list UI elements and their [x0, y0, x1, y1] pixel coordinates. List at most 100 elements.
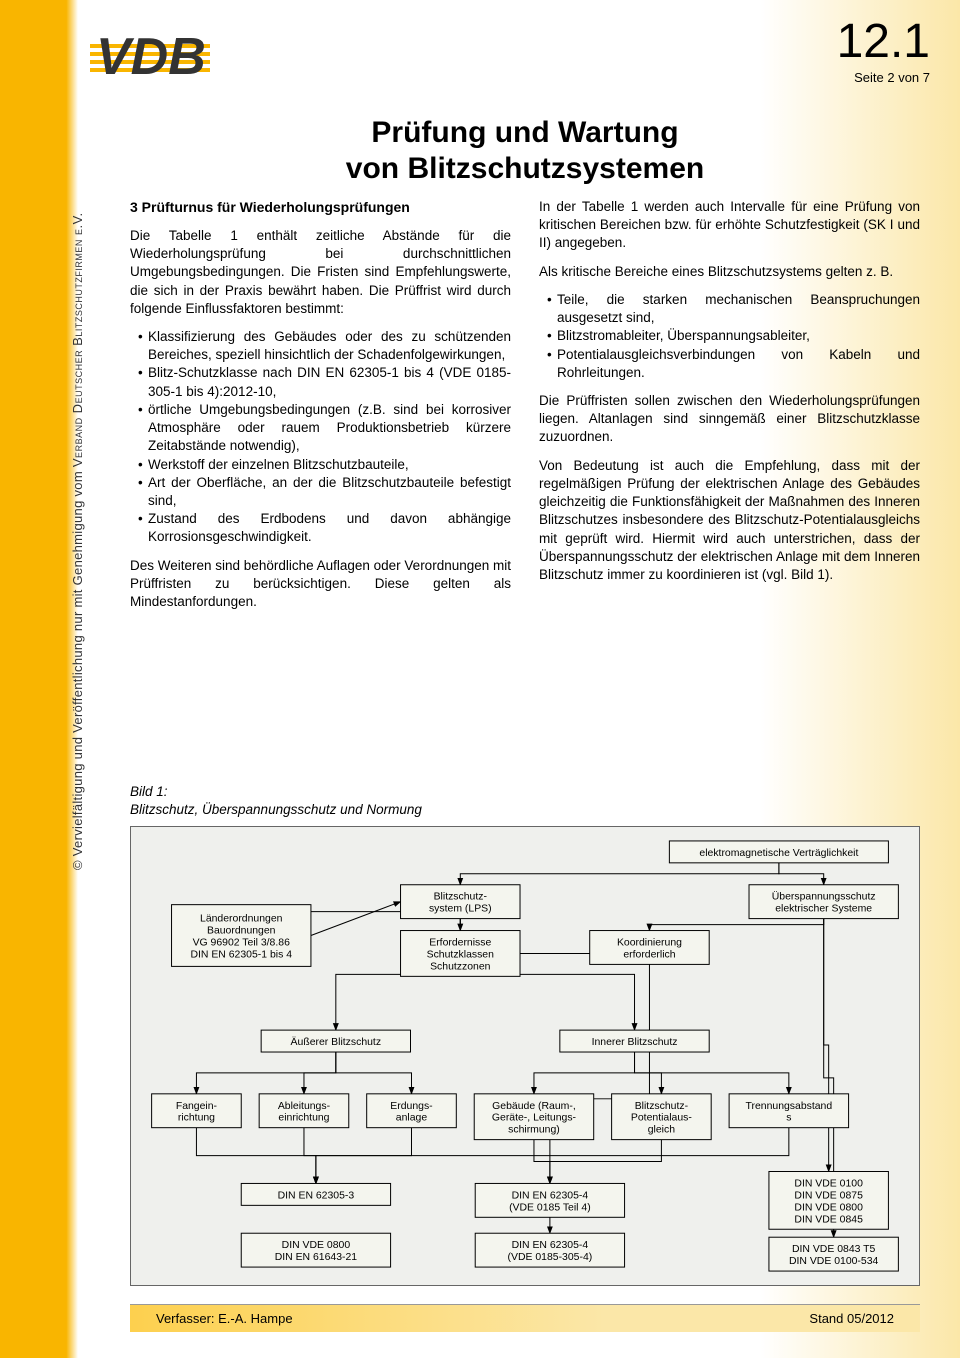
svg-text:DIN VDE 0845: DIN VDE 0845 — [794, 1214, 863, 1225]
vdb-logo: VDB — [90, 26, 240, 90]
bullet-item: Zustand des Erdbodens und davon abhängig… — [138, 510, 511, 546]
svg-text:Überspannungsschutz: Überspannungsschutz — [772, 891, 876, 903]
copyright-prefix: © Vervielfältigung und Veröffentlichung … — [70, 467, 85, 870]
diagram-node: Gebäude (Raum-,Geräte-, Leitungs-schirmu… — [474, 1094, 593, 1140]
left-bullets: Klassifizierung des Gebäudes oder des zu… — [130, 328, 511, 547]
bullet-item: Blitz-Schutzklasse nach DIN EN 62305-1 b… — [138, 364, 511, 400]
bullet-item: Werkstoff der einzelnen Blitzschutzbaute… — [138, 456, 511, 474]
left-para1: Die Tabelle 1 enthält zeitliche Abstände… — [130, 227, 511, 318]
svg-text:Erfordernisse: Erfordernisse — [429, 937, 491, 948]
diagram-node: Koordinierungerforderlich — [590, 931, 709, 965]
svg-text:Äußerer Blitzschutz: Äußerer Blitzschutz — [291, 1036, 382, 1048]
svg-text:Länderordnungen: Länderordnungen — [200, 914, 283, 925]
svg-text:Schutzklassen: Schutzklassen — [427, 949, 494, 960]
svg-text:richtung: richtung — [178, 1113, 215, 1124]
bullet-item: örtliche Umgebungsbedingungen (z.B. sind… — [138, 401, 511, 456]
bullet-item: Blitzstromableiter, Überspannungsableite… — [547, 327, 920, 345]
svg-text:erforderlich: erforderlich — [623, 949, 675, 960]
svg-text:VG 96902 Teil 3/8.86: VG 96902 Teil 3/8.86 — [193, 937, 290, 948]
right-bullets: Teile, die starken mechanischen Beanspru… — [539, 291, 920, 382]
svg-text:DIN EN 62305-4: DIN EN 62305-4 — [512, 1190, 589, 1201]
svg-text:Ableitungs-: Ableitungs- — [278, 1101, 331, 1112]
svg-text:Potentialaus-: Potentialaus- — [631, 1113, 692, 1124]
svg-text:s: s — [786, 1113, 791, 1124]
caption-line1: Bild 1: — [130, 784, 168, 799]
diagram-node: Trennungsabstands — [729, 1094, 848, 1128]
svg-text:Gebäude (Raum-,: Gebäude (Raum-, — [492, 1101, 576, 1112]
title-line1: Prüfung und Wartung — [371, 116, 678, 149]
svg-text:Bauordnungen: Bauordnungen — [207, 926, 276, 937]
copyright-org: Verband Deutscher Blitzschutzfirmen e.V. — [70, 212, 85, 467]
svg-text:Schutzzonen: Schutzzonen — [430, 961, 491, 972]
svg-text:VDB: VDB — [96, 28, 206, 86]
svg-text:DIN VDE 0100: DIN VDE 0100 — [794, 1178, 863, 1189]
diagram-node: Ableitungs-einrichtung — [259, 1094, 349, 1128]
diagram-node: DIN EN 62305-4(VDE 0185-305-4) — [475, 1233, 624, 1267]
diagram-node: Äußerer Blitzschutz — [261, 1030, 410, 1052]
svg-text:DIN EN 62305-4: DIN EN 62305-4 — [512, 1240, 589, 1251]
page-sub: Seite 2 von 7 — [837, 70, 930, 85]
svg-text:DIN EN 62305-1 bis 4: DIN EN 62305-1 bis 4 — [190, 949, 292, 960]
svg-text:Erdungs-: Erdungs- — [390, 1101, 433, 1112]
svg-text:Fangein-: Fangein- — [176, 1101, 218, 1112]
caption-line2: Blitzschutz, Überspannungsschutz und Nor… — [130, 802, 422, 817]
svg-text:einrichtung: einrichtung — [278, 1113, 329, 1124]
page-number: 12.1 — [837, 18, 930, 66]
right-para3: Die Prüffristen sollen zwischen den Wied… — [539, 392, 920, 447]
diagram-node: Fangein-richtung — [152, 1094, 242, 1128]
footer-bar: Verfasser: E.-A. Hampe Stand 05/2012 — [130, 1304, 920, 1332]
diagram-node: Erdungs-anlage — [367, 1094, 457, 1128]
svg-text:Trennungsabstand: Trennungsabstand — [746, 1101, 833, 1112]
svg-text:Geräte-, Leitungs-: Geräte-, Leitungs- — [492, 1113, 577, 1124]
right-para4: Von Bedeutung ist auch die Empfehlung, d… — [539, 457, 920, 585]
diagram-node: Innerer Blitzschutz — [560, 1030, 709, 1052]
diagram-node: Überspannungsschutzelektrischer Systeme — [749, 885, 898, 919]
svg-text:DIN EN 62305-3: DIN EN 62305-3 — [278, 1190, 355, 1201]
right-para1: In der Tabelle 1 werden auch Intervalle … — [539, 198, 920, 253]
svg-text:DIN VDE 0875: DIN VDE 0875 — [794, 1190, 863, 1201]
svg-text:Innerer Blitzschutz: Innerer Blitzschutz — [592, 1037, 678, 1048]
bullet-item: Art der Oberfläche, an der die Blitzschu… — [138, 474, 511, 510]
bullet-item: Klassifizierung des Gebäudes oder des zu… — [138, 328, 511, 364]
svg-text:(VDE 0185-305-4): (VDE 0185-305-4) — [508, 1252, 593, 1263]
svg-text:Blitzschutz-: Blitzschutz- — [434, 892, 488, 903]
bullet-item: Teile, die starken mechanischen Beanspru… — [547, 291, 920, 327]
diagram-node: DIN VDE 0843 T5DIN VDE 0100-534 — [769, 1237, 898, 1271]
title-line2: von Blitzschutzsystemen — [346, 152, 704, 185]
diagram-node: Blitzschutz-Potentialaus-gleich — [612, 1094, 712, 1140]
copyright-vertical: © Vervielfältigung und Veröffentlichung … — [70, 212, 85, 870]
svg-text:Koordinierung: Koordinierung — [617, 937, 682, 948]
svg-text:anlage: anlage — [396, 1113, 428, 1124]
section-heading: 3 Prüfturnus für Wiederholungsprüfungen — [130, 198, 511, 217]
svg-text:Blitzschutz-: Blitzschutz- — [635, 1101, 689, 1112]
diagram-node: elektromagnetische Verträglichkeit — [669, 841, 888, 863]
body-columns: 3 Prüfturnus für Wiederholungsprüfungen … — [130, 198, 920, 621]
svg-text:DIN VDE 0843 T5: DIN VDE 0843 T5 — [792, 1244, 876, 1255]
diagram-node: DIN VDE 0100DIN VDE 0875DIN VDE 0800DIN … — [769, 1171, 888, 1229]
right-column: In der Tabelle 1 werden auch Intervalle … — [539, 198, 920, 621]
footer-author: Verfasser: E.-A. Hampe — [156, 1311, 293, 1326]
svg-text:DIN VDE 0800: DIN VDE 0800 — [282, 1240, 351, 1251]
diagram-node: LänderordnungenBauordnungenVG 96902 Teil… — [172, 905, 311, 967]
diagram-node: DIN EN 62305-3 — [241, 1183, 390, 1205]
svg-text:system (LPS): system (LPS) — [429, 904, 492, 915]
right-para2: Als kritische Bereiche eines Blitzschutz… — [539, 263, 920, 281]
diagram-node: DIN VDE 0800DIN EN 61643-21 — [241, 1233, 390, 1267]
figure-caption: Bild 1: Blitzschutz, Überspannungsschutz… — [130, 783, 422, 818]
yellow-sidebar — [0, 0, 78, 1358]
page-number-block: 12.1 Seite 2 von 7 — [837, 18, 930, 85]
svg-text:(VDE 0185 Teil 4): (VDE 0185 Teil 4) — [509, 1202, 591, 1213]
svg-text:elektrischer Systeme: elektrischer Systeme — [775, 904, 872, 915]
svg-text:DIN VDE 0800: DIN VDE 0800 — [794, 1202, 863, 1213]
bullet-item: Potentialausgleichsverbindungen von Kabe… — [547, 346, 920, 382]
svg-text:gleich: gleich — [648, 1125, 675, 1136]
diagram-node: ErfordernisseSchutzklassenSchutzzonen — [401, 931, 520, 977]
page-title: Prüfung und Wartung von Blitzschutzsyste… — [130, 115, 920, 187]
footer-date: Stand 05/2012 — [809, 1311, 894, 1326]
svg-text:elektromagnetische Verträglich: elektromagnetische Verträglichkeit — [699, 848, 858, 859]
diagram-node: Blitzschutz-system (LPS) — [401, 885, 520, 919]
svg-text:DIN VDE 0100-534: DIN VDE 0100-534 — [789, 1256, 879, 1267]
svg-text:DIN EN 61643-21: DIN EN 61643-21 — [275, 1252, 358, 1263]
left-column: 3 Prüfturnus für Wiederholungsprüfungen … — [130, 198, 511, 621]
svg-text:schirmung): schirmung) — [508, 1125, 560, 1136]
